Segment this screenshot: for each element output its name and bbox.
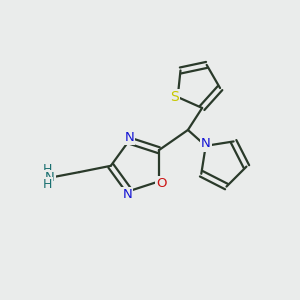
Text: N: N — [201, 137, 211, 151]
Text: H: H — [43, 178, 52, 191]
Text: N: N — [122, 188, 132, 201]
Text: H: H — [43, 163, 52, 176]
Text: O: O — [156, 178, 166, 190]
Text: S: S — [170, 90, 179, 104]
Text: N: N — [124, 131, 134, 144]
Text: N: N — [45, 171, 55, 184]
